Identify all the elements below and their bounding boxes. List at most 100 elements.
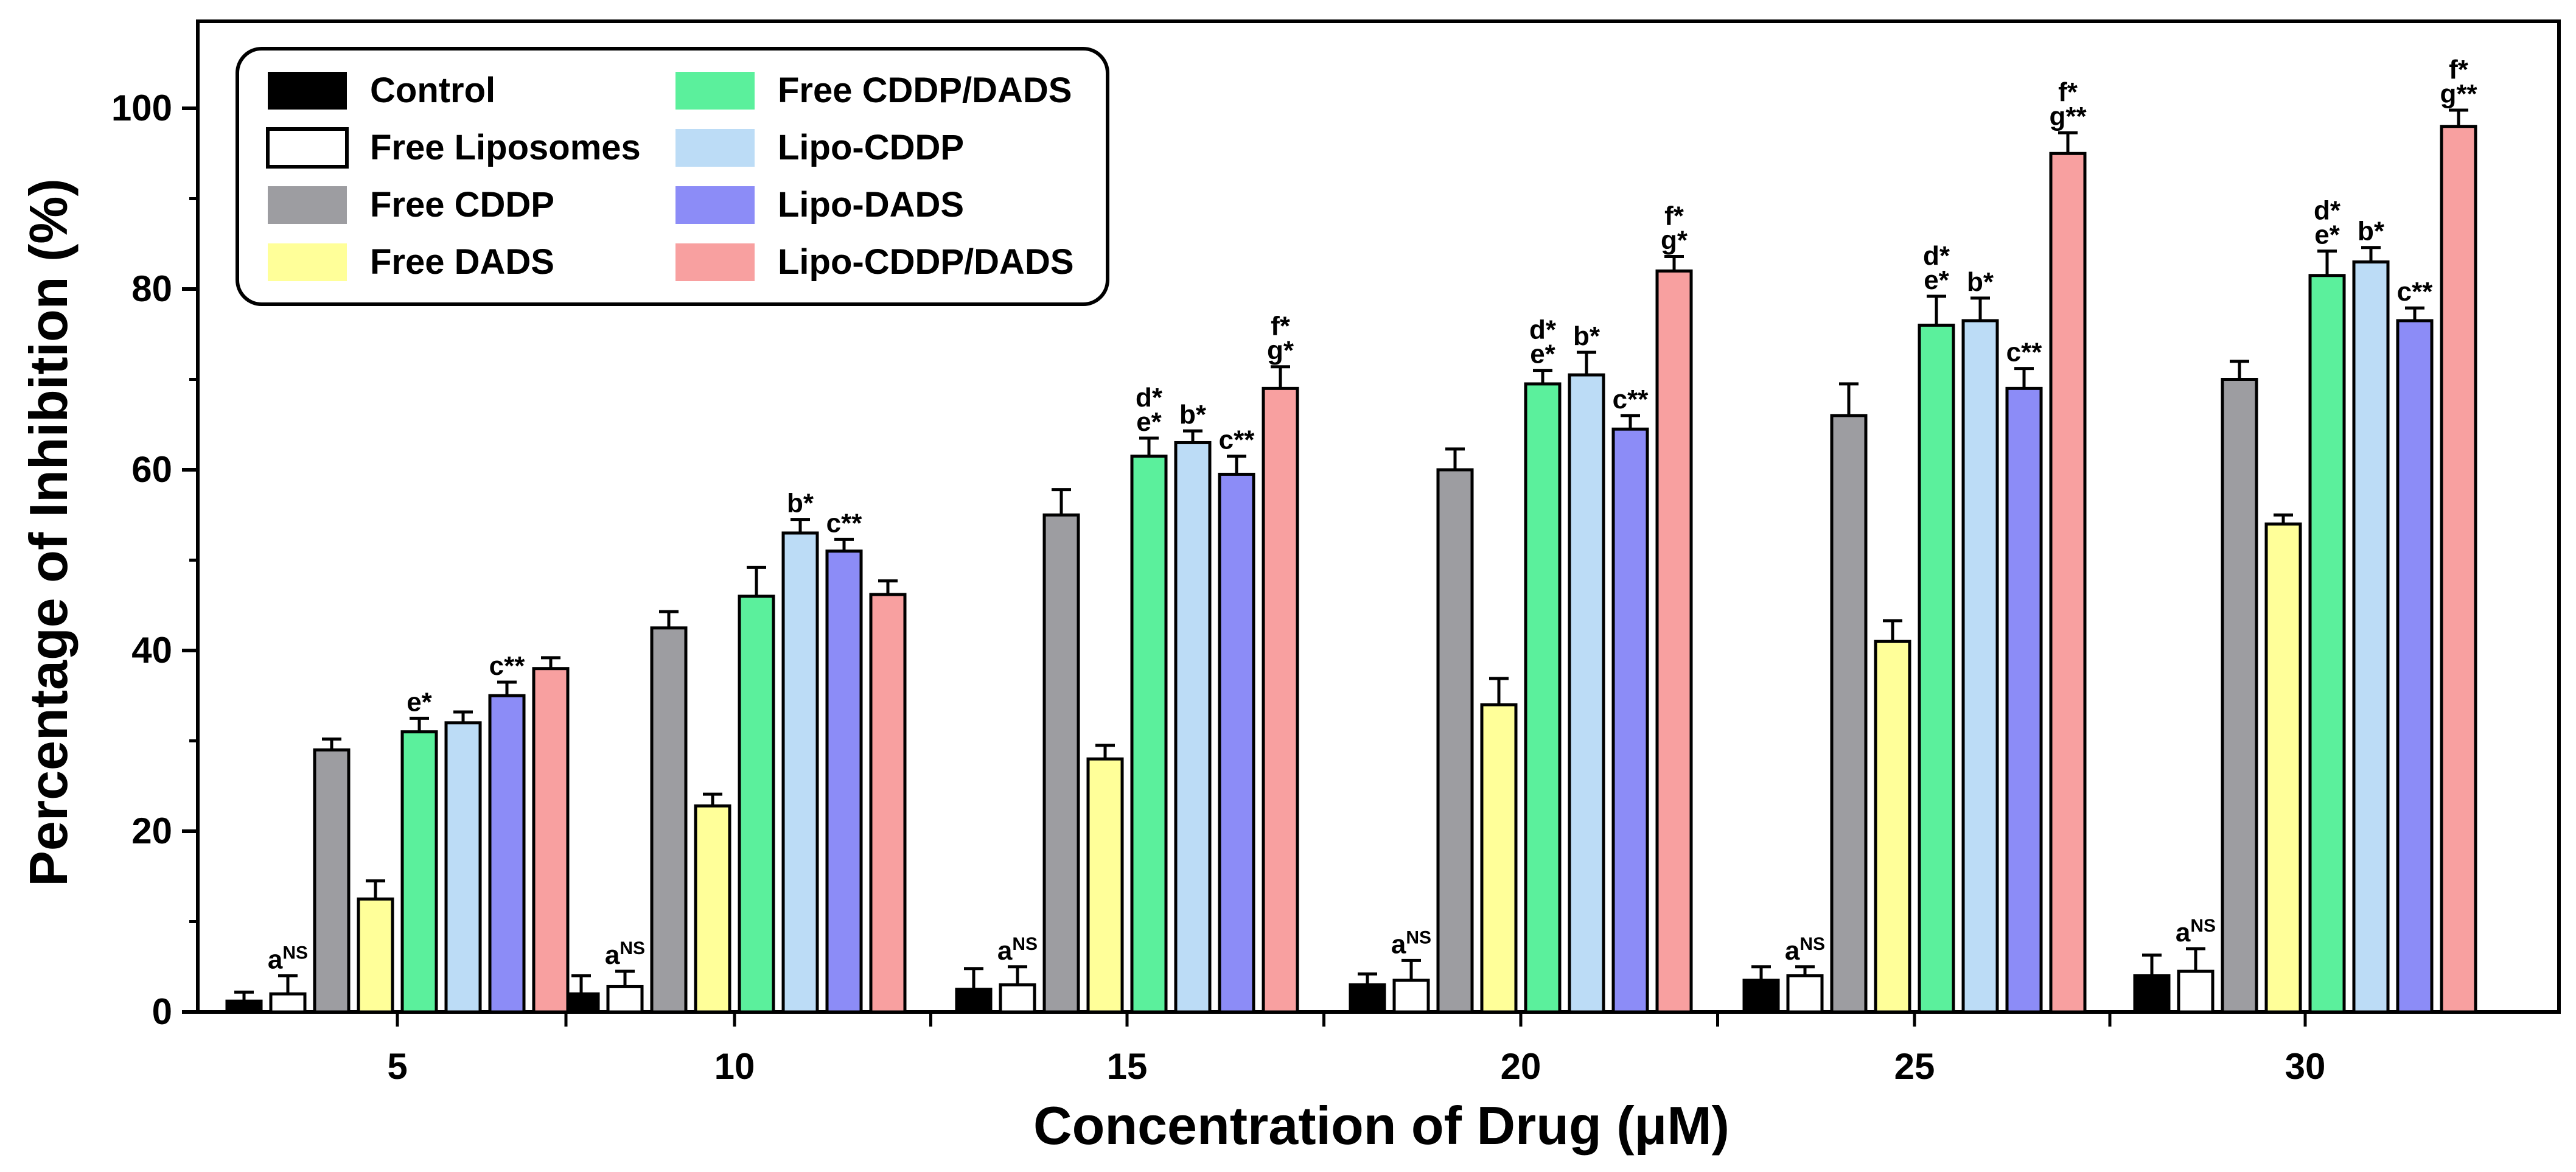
y-axis-title: Percentage of Inhibition (%)	[18, 178, 79, 887]
significance-label: g*	[1267, 336, 1294, 366]
bar	[1742, 978, 1780, 1014]
significance-label: aNS	[1785, 934, 1825, 966]
bar	[1524, 382, 1562, 1014]
significance-label: g**	[2440, 79, 2477, 109]
significance-superscript: NS	[620, 938, 645, 958]
significance-letter: e*	[407, 687, 432, 717]
significance-letter: d*	[1923, 241, 1950, 271]
significance-letter: a	[268, 945, 283, 975]
significance-label: d*	[2314, 196, 2341, 226]
significance-letter: c**	[2006, 338, 2043, 368]
bar	[357, 897, 394, 1014]
significance-label: aNS	[1391, 927, 1431, 959]
legend-swatch	[675, 243, 755, 281]
x-tick-label: 15	[1107, 1046, 1148, 1087]
significance-superscript: NS	[1406, 927, 1431, 947]
bar	[1349, 983, 1386, 1014]
bar	[1042, 513, 1080, 1014]
legend-swatch	[266, 127, 349, 169]
bar	[444, 721, 482, 1014]
significance-label: e*	[2314, 220, 2340, 250]
significance-letter: b*	[787, 489, 814, 518]
significance-label: e*	[407, 687, 432, 717]
y-tick-label: 20	[131, 811, 172, 851]
significance-label: f*	[2449, 55, 2469, 85]
significance-label: c**	[489, 651, 526, 681]
bar	[1830, 414, 1868, 1014]
legend-label: Free Liposomes	[370, 128, 641, 167]
significance-letter: c**	[2397, 277, 2434, 307]
bar	[2005, 386, 2043, 1014]
significance-label: c**	[826, 508, 863, 538]
significance-label: e*	[1136, 407, 1162, 437]
significance-letter: a	[2176, 918, 2191, 947]
legend-swatch	[675, 72, 755, 110]
bar	[488, 694, 526, 1014]
bar	[869, 593, 907, 1014]
bar	[2440, 125, 2477, 1014]
bar	[781, 531, 819, 1014]
bar	[694, 804, 731, 1014]
significance-label: d*	[1529, 315, 1557, 345]
significance-label: e*	[1924, 265, 1949, 295]
significance-letter: c**	[826, 508, 863, 538]
significance-letter: c**	[489, 651, 526, 681]
significance-letter: a	[1391, 929, 1406, 959]
significance-letter: g**	[2049, 102, 2087, 131]
x-tick-label: 20	[1501, 1046, 1541, 1087]
significance-label: c**	[1613, 385, 1649, 414]
significance-label: c**	[2006, 338, 2043, 368]
significance-label: e*	[1530, 340, 1555, 369]
bar	[1086, 757, 1124, 1014]
legend-swatch	[675, 129, 755, 167]
significance-letter: g**	[2440, 79, 2477, 109]
legend-label: Lipo-CDDP/DADS	[778, 242, 1074, 282]
legend-label: Lipo-CDDP	[778, 128, 964, 167]
bar	[650, 626, 688, 1014]
axes-layer: 0 20 40 60 80 100 5 10 15 20 25 30	[111, 88, 2325, 1087]
significance-letter: b*	[2358, 217, 2385, 246]
significance-label: g*	[1661, 226, 1688, 256]
bar	[999, 983, 1036, 1014]
bar	[1786, 974, 1824, 1014]
y-tick-label: 40	[131, 630, 172, 671]
legend-box	[236, 47, 1109, 306]
significance-label: aNS	[268, 943, 308, 975]
y-tick-label: 0	[152, 991, 172, 1032]
significance-letter: b*	[1573, 321, 1600, 351]
significance-label: d*	[1136, 383, 1163, 413]
legend-label: Free CDDP/DADS	[778, 71, 1072, 110]
significance-letter: d*	[1529, 315, 1557, 345]
significance-letter: a	[605, 940, 620, 970]
significance-label: d*	[1923, 241, 1950, 271]
legend-label: Free CDDP	[370, 185, 554, 225]
x-tick-label: 10	[714, 1046, 755, 1087]
bar	[2133, 974, 2171, 1014]
bar	[1174, 441, 1212, 1014]
bars-layer	[225, 125, 2477, 1014]
bar	[225, 999, 263, 1014]
significance-superscript: NS	[1799, 934, 1825, 954]
significance-label: b*	[1179, 400, 1207, 430]
significance-label: f*	[2058, 77, 2078, 107]
bar	[532, 667, 570, 1014]
significance-letter: g*	[1661, 226, 1688, 256]
significance-superscript: NS	[1012, 934, 1038, 954]
significance-letter: e*	[1530, 340, 1555, 369]
significance-letter: d*	[2314, 196, 2341, 226]
significance-letter: g*	[1267, 336, 1294, 366]
significance-superscript: NS	[282, 943, 308, 963]
significance-letter: b*	[1967, 267, 1994, 297]
significance-letter: e*	[1924, 265, 1949, 295]
legend-label: Lipo-DADS	[778, 185, 964, 225]
bar	[2049, 152, 2087, 1014]
bar	[1480, 703, 1518, 1014]
x-tick-label: 30	[2285, 1046, 2326, 1087]
legend: Control Free Liposomes Free CDDP Free DADS F…	[236, 47, 1109, 306]
bar	[562, 992, 600, 1014]
bar	[1874, 640, 1911, 1014]
legend-swatch	[268, 243, 347, 281]
significance-superscript: NS	[2190, 916, 2216, 936]
